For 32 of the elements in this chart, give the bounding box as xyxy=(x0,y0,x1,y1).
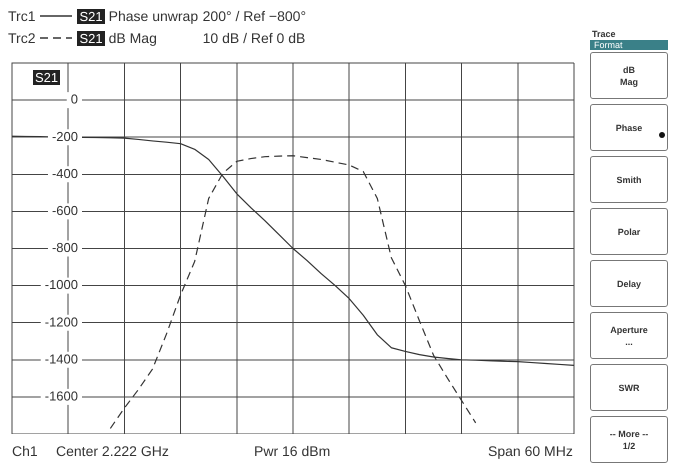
text: dB Mag xyxy=(108,30,158,46)
text: 200° / Ref −800° xyxy=(202,8,306,24)
annotation: S21 xyxy=(33,70,60,85)
y-tick-label: -600 xyxy=(52,202,78,218)
text: S21 xyxy=(77,30,105,46)
y-tick-label: -1200 xyxy=(44,314,78,330)
y-tick-label: -1000 xyxy=(44,277,78,292)
text: Center 2.222 GHz xyxy=(56,443,169,459)
text: Ch1 xyxy=(12,443,38,459)
text: Polar xyxy=(590,208,668,255)
y-tick-label: -400 xyxy=(52,166,78,181)
text: Pwr 16 dBm xyxy=(254,443,330,459)
text: Smith xyxy=(590,156,668,203)
text: Aperture ... xyxy=(590,312,668,359)
text: dB Mag xyxy=(590,52,668,99)
legend-label: Trc1 xyxy=(8,8,36,24)
legend-label: Trc2 xyxy=(8,30,36,46)
text: Span 60 MHz xyxy=(488,443,573,459)
text: Phase unwrap xyxy=(108,8,199,24)
y-tick-label: -1400 xyxy=(44,351,78,366)
y-tick-label: -200 xyxy=(52,128,78,144)
text: SWR xyxy=(590,364,668,411)
text: Trace xyxy=(592,29,616,39)
y-tick-label: 0 xyxy=(70,92,78,107)
text: 10 dB / Ref 0 dB xyxy=(202,30,306,46)
y-tick-label: -800 xyxy=(52,240,78,256)
text: S21 xyxy=(77,8,105,24)
y-tick-label: -1600 xyxy=(44,388,78,404)
text: Phase xyxy=(590,104,668,151)
text: -- More -- 1/2 xyxy=(590,416,668,463)
text: Format xyxy=(590,40,668,50)
text: Delay xyxy=(590,260,668,307)
